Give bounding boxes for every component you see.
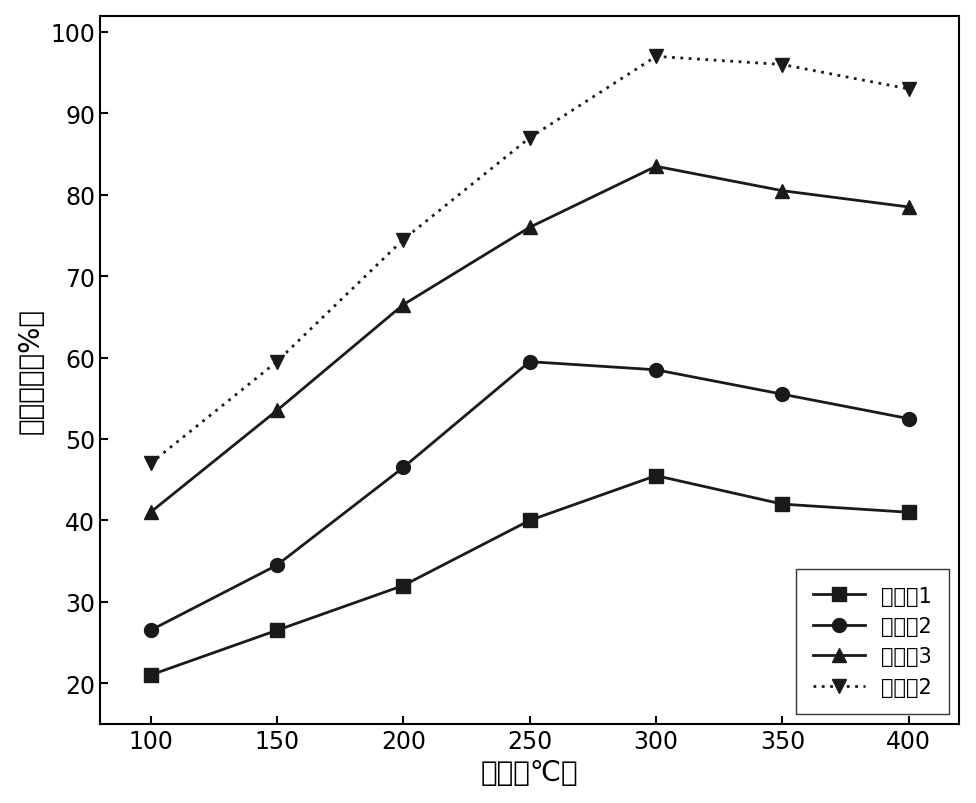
实施入2 [144,459,156,469]
实施入2 [271,357,283,367]
对比入2 [903,414,915,424]
Line: 实施入2: 实施入2 [143,51,915,471]
Legend: 对比入1, 对比入2, 对比入3, 实施入2: 对比入1, 对比入2, 对比入3, 实施入2 [796,569,949,714]
对比入1 [650,471,662,481]
对比入1 [524,516,536,526]
Line: 对比入3: 对比入3 [143,160,915,520]
实施入2 [777,60,789,70]
对比入2 [650,365,662,375]
实施入2 [650,52,662,62]
对比入3 [524,223,536,233]
X-axis label: 温度（℃）: 温度（℃） [481,758,579,786]
对比入3 [777,186,789,196]
对比入2 [144,626,156,635]
对比入1 [144,671,156,680]
Y-axis label: 脱牁效率（%）: 脱牁效率（%） [17,308,45,434]
Line: 对比入2: 对比入2 [143,355,915,638]
对比入3 [397,300,409,310]
Line: 对比入1: 对比入1 [143,469,915,683]
对比入3 [271,406,283,416]
实施入2 [903,85,915,95]
对比入3 [144,507,156,517]
对比入2 [777,390,789,400]
对比入1 [777,499,789,509]
对比入3 [903,203,915,213]
对比入2 [271,560,283,570]
对比入1 [271,626,283,635]
实施入2 [524,134,536,144]
对比入3 [650,162,662,172]
对比入2 [397,463,409,473]
对比入2 [524,357,536,367]
对比入1 [397,581,409,591]
对比入1 [903,507,915,517]
实施入2 [397,235,409,245]
